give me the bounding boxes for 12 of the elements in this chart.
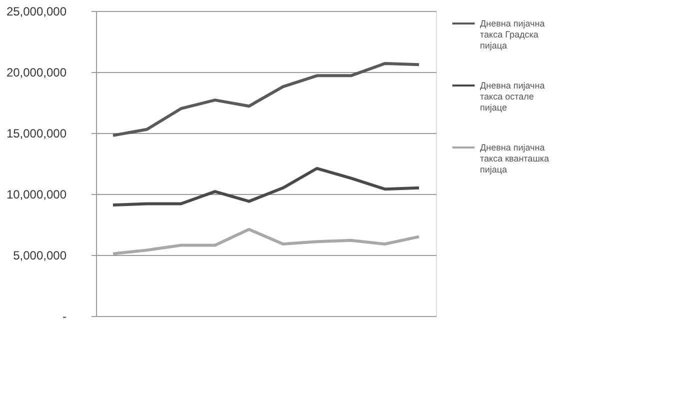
y-tick-label: - xyxy=(62,310,66,324)
y-tick-label: 5,000,000 xyxy=(13,248,67,262)
legend-label: Дневна пијачна такса кванташка пијаца xyxy=(480,142,550,174)
legend-label: Дневна пијачна такса остале пијаце xyxy=(480,80,545,112)
line-series xyxy=(112,62,420,137)
y-tick-label: 15,000,000 xyxy=(6,126,67,140)
y-tick-label: 25,000,000 xyxy=(6,4,67,18)
y-tick-label: 10,000,000 xyxy=(6,188,67,202)
y-tick-label: 20,000,000 xyxy=(6,66,67,80)
legend-label: Дневна пијачна такса Градска пијаца xyxy=(480,18,545,50)
line-series xyxy=(112,166,420,206)
line-series xyxy=(112,228,420,256)
